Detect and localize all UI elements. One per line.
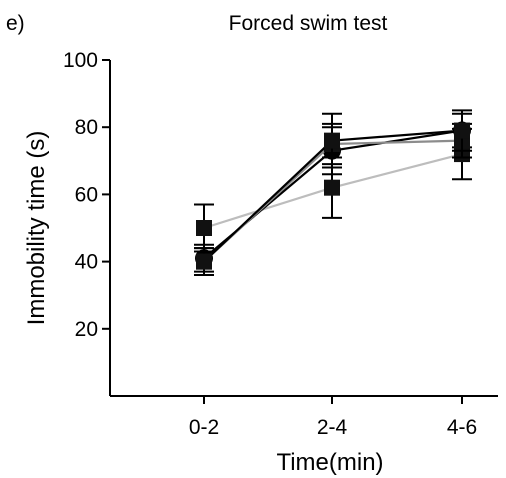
y-tick-label: 100 — [63, 49, 98, 72]
x-tick-label: 4-6 — [447, 416, 477, 439]
y-tick-label: 20 — [75, 318, 98, 341]
chart-title: Forced swim test — [229, 12, 388, 35]
data-point — [196, 220, 212, 236]
data-point — [454, 122, 470, 139]
data-point — [324, 132, 340, 149]
x-tick-label: 0-2 — [189, 416, 219, 439]
panel-label: e) — [6, 12, 25, 35]
y-tick-label: 40 — [75, 251, 98, 274]
y-axis: 20 40 60 80 100 — [63, 49, 111, 396]
y-axis-label: Immobility time (s) — [23, 131, 50, 326]
data-point — [196, 253, 212, 270]
data-point — [324, 179, 340, 196]
x-axis: 0-2 2-4 4-6 — [110, 395, 498, 439]
x-tick-label: 2-4 — [317, 416, 348, 439]
series-4 — [194, 109, 472, 277]
y-tick-label: 60 — [75, 183, 98, 206]
plot-series — [194, 109, 472, 277]
y-tick-label: 80 — [75, 116, 98, 139]
x-axis-label: Time(min) — [276, 449, 383, 476]
